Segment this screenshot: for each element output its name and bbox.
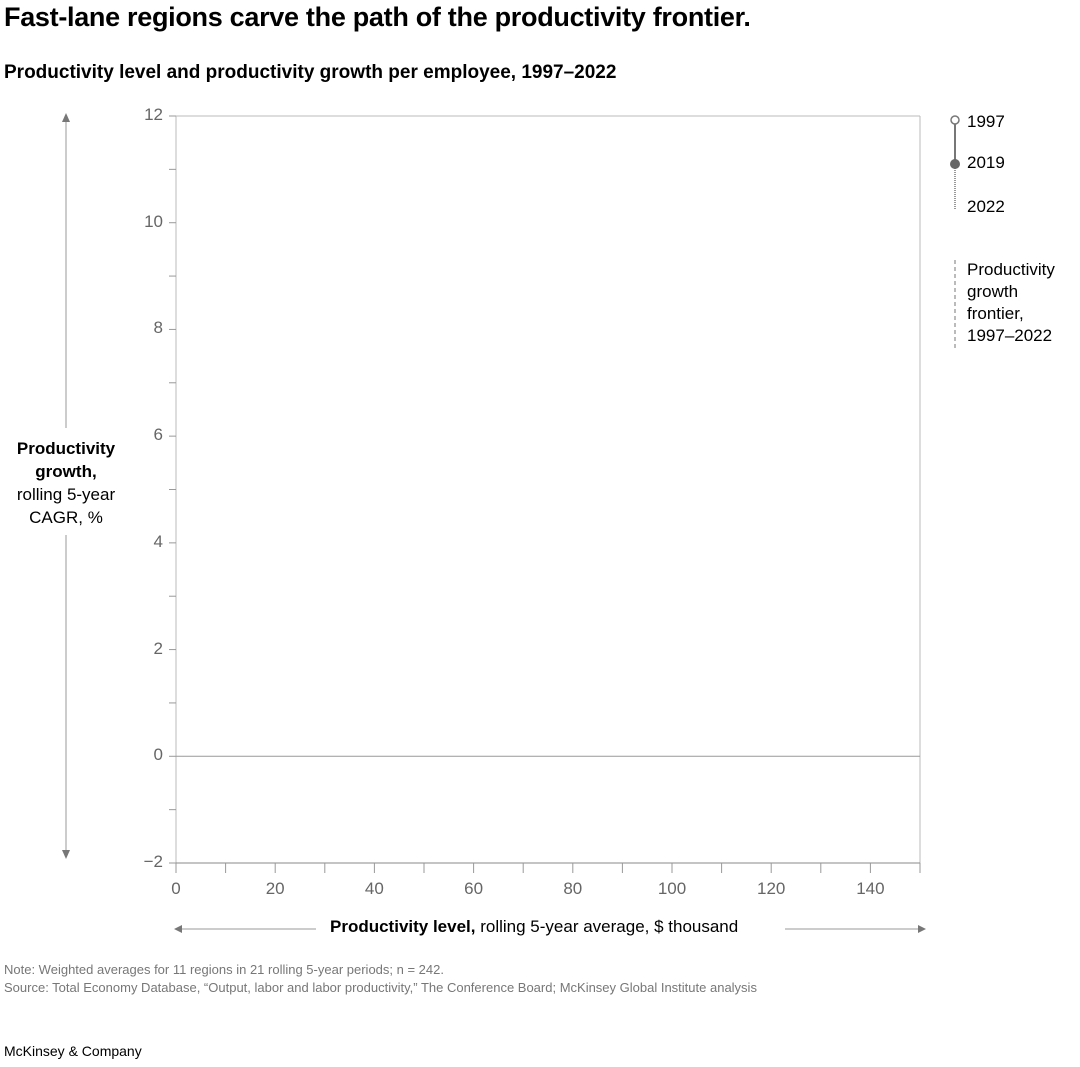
x-tick-label: 140 xyxy=(856,879,885,898)
y-tick-label: 12 xyxy=(144,105,163,124)
y-tick-label: 4 xyxy=(153,531,163,551)
x-tick-label: 80 xyxy=(563,879,583,898)
page-title: Fast-lane regions carve the path of the … xyxy=(4,2,751,32)
y-tick-label: 10 xyxy=(144,211,163,231)
x-tick-label: 120 xyxy=(757,879,786,898)
x-axis-label-rest: rolling 5-year average, $ thousand xyxy=(475,917,739,936)
footnote: Note: Weighted averages for 11 regions i… xyxy=(4,962,444,977)
legend-open-marker-icon xyxy=(950,115,960,125)
legend-2022: 2022 xyxy=(967,197,1005,216)
source-note: Source: Total Economy Database, “Output,… xyxy=(4,980,757,995)
y-tick-label: 8 xyxy=(153,318,163,338)
x-tick-label: 40 xyxy=(364,879,384,898)
brand-logo: McKinsey & Company xyxy=(4,1043,142,1059)
x-tick-label: 20 xyxy=(265,879,285,898)
y-tick-label: −2 xyxy=(143,852,163,871)
y-axis-label: Productivity growth, rolling 5-year CAGR… xyxy=(0,437,132,529)
x-arrow-right-head xyxy=(918,925,926,933)
x-axis-label-bold: Productivity level, xyxy=(330,917,476,936)
chart-subtitle: Productivity level and productivity grow… xyxy=(4,62,617,83)
y-axis-label-rest: rolling 5-year CAGR, % xyxy=(16,485,116,527)
legend-1997: 1997 xyxy=(967,112,1005,131)
x-tick-label: 60 xyxy=(464,879,484,898)
y-tick-label: 0 xyxy=(153,745,163,765)
y-arrow-up-head xyxy=(62,113,70,122)
x-arrow-left-head xyxy=(174,925,182,933)
y-tick-label: 2 xyxy=(153,638,163,658)
x-tick-label: 0 xyxy=(171,879,181,898)
y-arrow-down-head xyxy=(62,850,70,859)
y-tick-label: 6 xyxy=(153,425,163,445)
x-tick-label: 100 xyxy=(657,879,687,898)
legend-filled-marker-icon xyxy=(950,159,960,169)
y-axis-label-bold: Productivity growth, xyxy=(16,439,116,481)
legend-frontier-label: Productivity growth frontier, 1997–2022 xyxy=(967,260,1055,345)
x-axis-label: Productivity level, rolling 5-year avera… xyxy=(330,917,738,937)
legend-2019: 2019 xyxy=(967,153,1005,172)
